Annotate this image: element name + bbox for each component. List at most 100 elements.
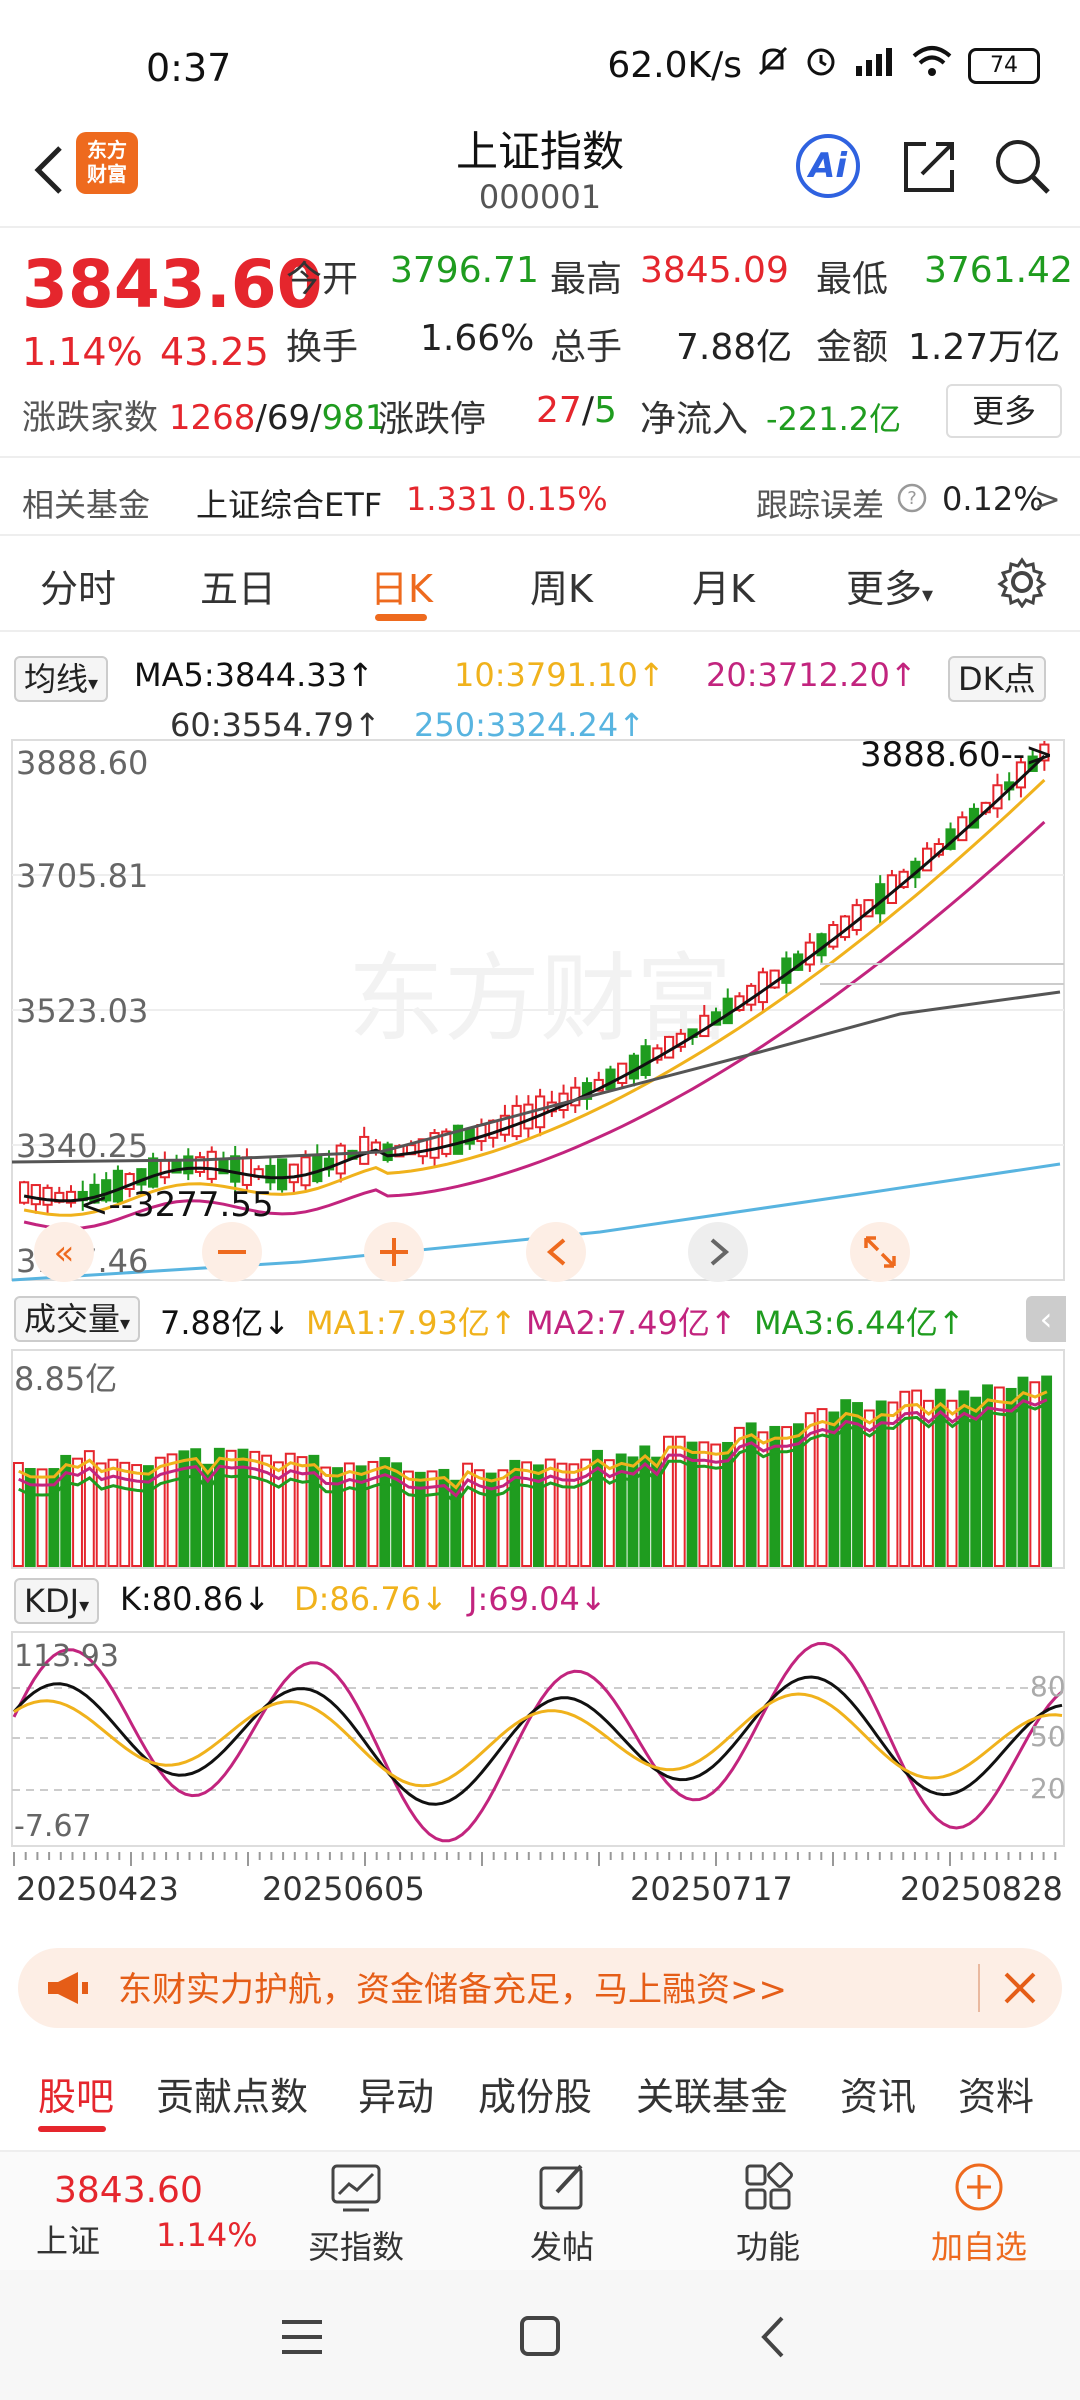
volume-bar (332, 1467, 343, 1567)
ma20-line (23, 820, 1046, 1231)
tab-daily-k[interactable]: 日K (370, 567, 433, 611)
volume-bar (497, 1469, 509, 1567)
candle-body (19, 1181, 30, 1204)
tracking-value: 0.12% (942, 480, 1044, 518)
tab-intraday[interactable]: 分时 (40, 567, 117, 611)
kdj-selector[interactable]: KDJ▾ (14, 1578, 100, 1624)
toolbar-index-price: 3843.60 (54, 2170, 203, 2211)
tab-movement[interactable]: 异动 (358, 2075, 435, 2119)
content-tabs: 股吧 贡献点数 异动 成份股 关联基金 资讯 资料 (0, 2052, 1080, 2142)
battery-icon: 74 (968, 47, 1040, 84)
volume-bar (663, 1435, 674, 1567)
ai-button[interactable]: Ai (796, 134, 860, 198)
candle-body (335, 1144, 346, 1175)
tab-weekly-k[interactable]: 周K (530, 567, 593, 611)
banner-text[interactable]: 东财实力护航，资金储备充足，马上融资>> (118, 1970, 787, 2010)
limit-sep: / (581, 390, 594, 431)
kline-y-label: 3523.03 (16, 992, 148, 1030)
tab-guba[interactable]: 股吧 (38, 2075, 115, 2119)
tab-monthly-k[interactable]: 月K (692, 567, 755, 611)
tab-five-day[interactable]: 五日 (200, 567, 277, 611)
menu-icon[interactable] (272, 2312, 332, 2362)
close-icon[interactable] (1000, 1968, 1040, 2008)
kdj-chart[interactable]: 113.93 -7.67 80 50 20 (0, 1630, 1080, 1850)
promo-banner[interactable] (18, 1948, 1062, 2028)
candle-body (218, 1159, 229, 1175)
fund-name[interactable]: 上证综合ETF (196, 486, 383, 524)
volume-bar (403, 1470, 414, 1567)
kdj-j-line (12, 1641, 1063, 1843)
dk-point-button[interactable]: DK点 (948, 656, 1046, 702)
date-label-2: 20250717 (630, 1870, 793, 1908)
candle-body (664, 1035, 675, 1059)
settings-button[interactable] (996, 556, 1048, 612)
post-button[interactable]: 发帖 (502, 2160, 622, 2268)
high-label: 最高 (550, 259, 623, 300)
net-speed: 62.0K/s (607, 45, 742, 86)
high-value: 3845.09 (640, 250, 789, 291)
volume-selector[interactable]: 成交量▾ (14, 1296, 141, 1342)
volume-bar (982, 1384, 993, 1567)
related-fund-row[interactable]: 相关基金 上证综合ETF 1.331 0.15% 跟踪误差 ? 0.12% > (0, 464, 1080, 534)
ma-selector[interactable]: 均线▾ (14, 656, 109, 702)
tab-more-label: 更多 (846, 567, 923, 611)
ma5-line (23, 754, 1046, 1203)
candle-body (183, 1155, 194, 1175)
breadth: 涨跌家数 1268/69/981 (22, 390, 386, 439)
date-label-1: 20250605 (262, 1870, 425, 1908)
volume-bar (237, 1448, 249, 1567)
scroll-right-button[interactable] (688, 1222, 748, 1282)
home-icon[interactable] (510, 2312, 570, 2362)
kline-chart[interactable]: 东方财富 3888.603705.813523.033340.253157.46… (0, 732, 1080, 1292)
grid-icon (745, 2162, 793, 2210)
status-bar: 0:37 62.0K/s 74 (0, 0, 1080, 130)
volume-y-top: 8.85亿 (14, 1360, 117, 1398)
volume-bar (213, 1447, 225, 1567)
volume-bar (83, 1450, 95, 1567)
zoom-far-left-button[interactable]: « (34, 1222, 94, 1282)
tab-news[interactable]: 资讯 (840, 2075, 917, 2119)
volume-bar (568, 1463, 580, 1567)
more-quote-button[interactable]: 更多 (946, 384, 1062, 438)
tab-constituents[interactable]: 成份股 (478, 2075, 593, 2119)
scroll-left-button[interactable] (526, 1222, 586, 1282)
zoom-out-button[interactable] (202, 1222, 262, 1282)
back-button[interactable] (22, 140, 82, 200)
volume-chart[interactable]: 8.85亿 (0, 1348, 1080, 1570)
tab-more[interactable]: 更多▾ (846, 558, 933, 613)
index-mini-quote[interactable]: 3843.60 上证 1.14% (0, 2152, 260, 2272)
volume-bar (473, 1469, 485, 1567)
help-icon[interactable]: ? (896, 482, 928, 522)
volume-bar (308, 1454, 320, 1567)
tab-profile[interactable]: 资料 (958, 2075, 1035, 2119)
banner-divider (978, 1964, 980, 2012)
open-value: 3796.71 (390, 250, 539, 291)
search-button[interactable] (990, 134, 1054, 198)
tab-related-funds[interactable]: 关联基金 (636, 2075, 789, 2119)
candle-body (323, 1157, 335, 1171)
volume-bar (1005, 1387, 1017, 1567)
fullscreen-button[interactable] (850, 1222, 910, 1282)
chevron-right-icon: > (1034, 480, 1061, 518)
kline-y-label: 3888.60 (16, 744, 148, 782)
volume-bar (793, 1423, 804, 1567)
volume-bar (24, 1468, 36, 1567)
volume-legend: 成交量▾ 7.88亿↓ MA1:7.93亿↑ MA2:7.49亿↑ MA3:6.… (0, 1296, 1080, 1346)
limit-down: 5 (593, 390, 617, 431)
expand-icon (864, 1236, 896, 1268)
collapse-panel-button[interactable]: ‹ (1026, 1296, 1066, 1342)
zoom-in-button[interactable] (364, 1222, 424, 1282)
function-button[interactable]: 功能 (708, 2160, 828, 2268)
add-watchlist-button[interactable]: 加自选 (914, 2160, 1044, 2268)
volume-bar (875, 1400, 887, 1567)
back-nav-icon[interactable] (744, 2312, 804, 2362)
buy-index-button[interactable]: 买指数 (296, 2160, 416, 2268)
toolbar-index-name: 上证 (36, 2222, 101, 2260)
volume-bar (840, 1399, 852, 1568)
tab-contribution[interactable]: 贡献点数 (156, 2075, 309, 2119)
candle-body (277, 1158, 288, 1191)
share-button[interactable] (898, 134, 962, 198)
candle-body (441, 1130, 452, 1155)
plus-circle-icon (955, 2163, 1003, 2211)
content-tab-underline (38, 2126, 106, 2132)
